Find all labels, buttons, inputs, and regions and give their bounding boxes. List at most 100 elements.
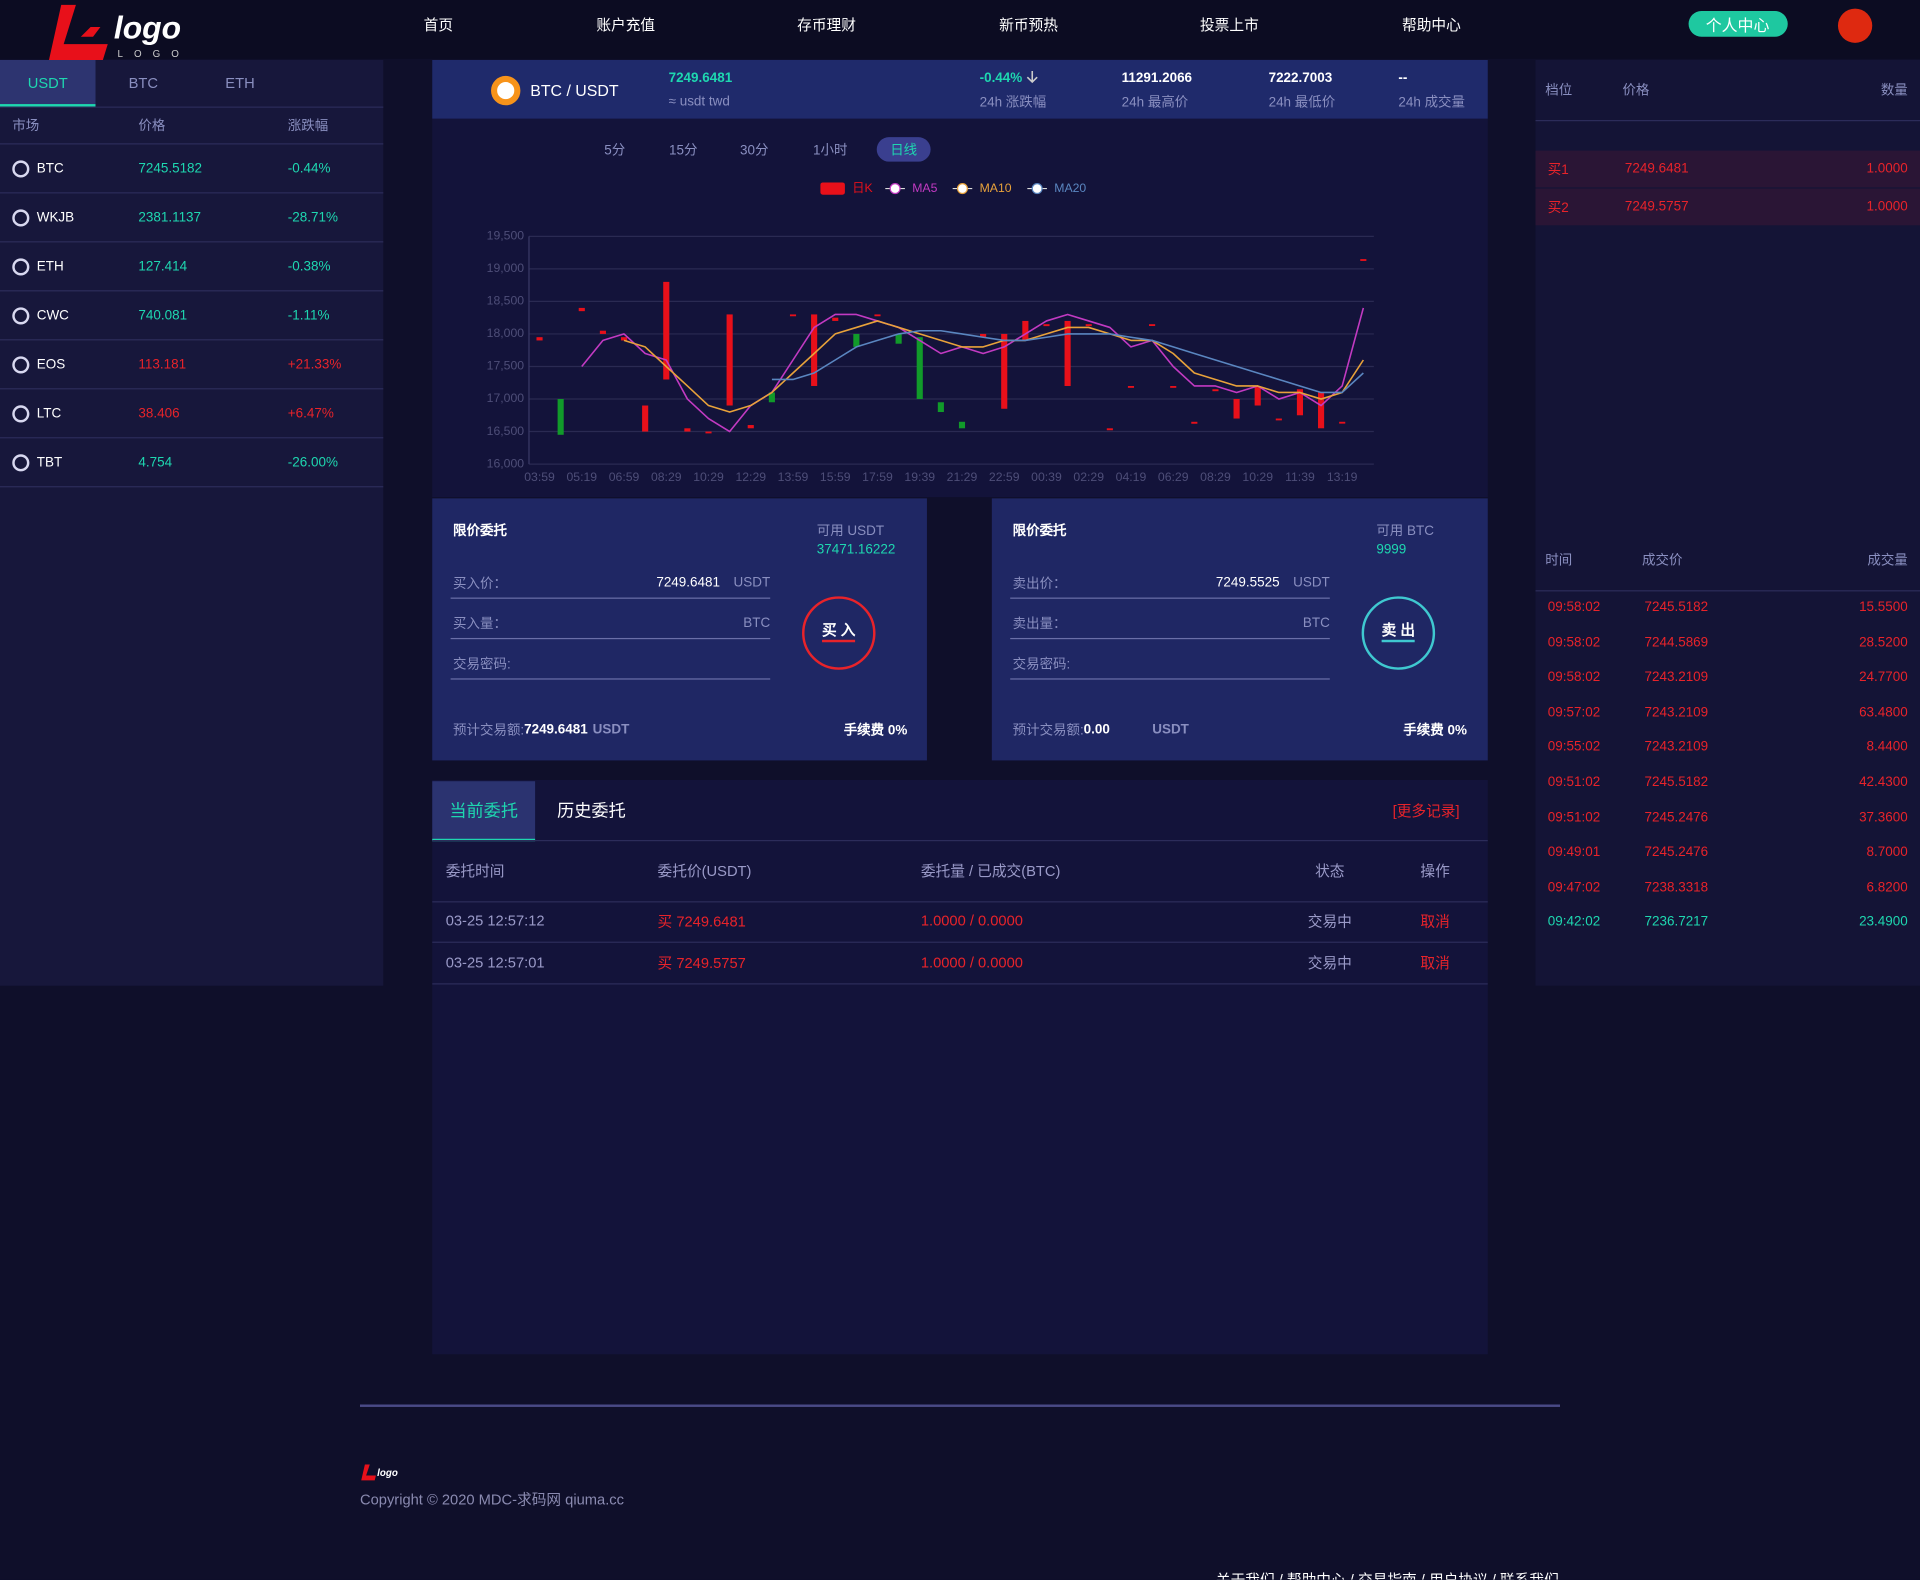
field-input[interactable] <box>450 566 771 599</box>
field-input[interactable] <box>1010 606 1330 640</box>
field-label: 卖出价： <box>1012 576 1067 592</box>
orders-tab[interactable]: 历史委托 <box>557 800 626 821</box>
trade-button-label[interactable]: 卖 出 <box>1381 619 1416 643</box>
trade-button[interactable] <box>802 596 876 670</box>
field-input[interactable] <box>450 606 771 640</box>
candle <box>1170 385 1177 388</box>
trade-button[interactable] <box>1361 596 1436 670</box>
candle <box>1191 421 1198 424</box>
fee: 手续费 0% <box>843 723 908 739</box>
order-cell: 交易中 <box>1307 912 1352 931</box>
field-label: 交易密码: <box>453 657 511 673</box>
candle <box>1296 389 1304 416</box>
field-value[interactable]: 7249.5525 <box>1215 575 1280 591</box>
coin-name[interactable]: LTC <box>36 406 62 422</box>
coin-name[interactable]: TBT <box>36 455 63 471</box>
user-button-label[interactable]: 个人中心 <box>1705 16 1770 35</box>
trade-cell: 63.4800 <box>1859 705 1908 720</box>
x-tick-label: 11:39 <box>1285 470 1315 484</box>
x-tick-label: 22:59 <box>989 470 1020 484</box>
coin-name[interactable]: BTC <box>36 161 64 177</box>
trades-header: 成交量 <box>1867 553 1908 569</box>
legend-swatch <box>820 182 845 195</box>
top-bar <box>0 0 1920 59</box>
period-tab[interactable]: 30分 <box>740 143 769 158</box>
candle <box>663 281 670 380</box>
legend-label: 日K <box>852 181 873 195</box>
coin-change: +6.47% <box>287 406 334 422</box>
candle <box>958 421 966 429</box>
period-tab[interactable]: 15分 <box>669 143 698 158</box>
footer-logo-mark <box>361 1464 376 1481</box>
candle <box>620 337 628 341</box>
candle <box>1360 259 1367 261</box>
candle <box>642 405 649 432</box>
copyright: Copyright © 2020 MDC-求码网 qiuma.cc <box>360 1490 624 1508</box>
market-tab[interactable]: USDT <box>27 74 68 92</box>
candle <box>1085 324 1092 327</box>
field-input[interactable] <box>450 647 771 680</box>
field-label: 买入量： <box>453 617 507 632</box>
trades-header: 成交价 <box>1642 553 1683 569</box>
nav-item[interactable]: 首页 <box>423 16 454 34</box>
market-tab[interactable]: ETH <box>225 74 255 92</box>
candle <box>811 314 818 386</box>
field-input[interactable] <box>1010 647 1330 680</box>
estimate-unit: USDT <box>1152 722 1189 738</box>
divider <box>432 840 1488 842</box>
period-tab[interactable]: 5分 <box>604 143 626 158</box>
ma-line <box>581 307 1365 433</box>
stat-value: -0.44% <box>979 71 1023 86</box>
ma-line <box>771 329 1364 394</box>
nav-item[interactable]: 帮助中心 <box>1402 16 1461 34</box>
coin-name[interactable]: ETH <box>36 259 64 275</box>
coin-price: 38.406 <box>138 406 180 422</box>
order-cell[interactable]: 取消 <box>1420 912 1450 931</box>
avail-label: 可用 BTC <box>1376 524 1434 539</box>
book-header: 数量 <box>1880 83 1908 98</box>
divider <box>0 143 384 145</box>
divider <box>432 941 1488 943</box>
market-header: 价格 <box>138 118 166 134</box>
field-value[interactable]: 7249.6481 <box>656 575 721 591</box>
user-button[interactable] <box>1688 11 1788 37</box>
more-link[interactable]: [更多记录] <box>1392 802 1460 820</box>
x-tick-label: 06:59 <box>609 470 640 484</box>
legend-marker <box>1031 183 1043 195</box>
period-tab[interactable]: 日线 <box>890 143 918 158</box>
divider <box>0 290 384 292</box>
nav-item[interactable]: 账户充值 <box>596 16 656 34</box>
period-tab[interactable]: 1小时 <box>812 143 848 158</box>
market-tab[interactable]: BTC <box>128 74 158 92</box>
coin-name[interactable]: WKJB <box>36 210 75 226</box>
trade-button-label[interactable]: 买 入 <box>822 619 856 643</box>
x-tick-label: 06:29 <box>1158 470 1189 484</box>
coin-price: 2381.1137 <box>138 210 202 226</box>
field-label: 卖出量： <box>1012 617 1067 632</box>
candle <box>599 330 606 334</box>
trade-cell: 8.4400 <box>1866 740 1908 755</box>
coin-change: -0.38% <box>287 259 331 275</box>
field-input[interactable] <box>1010 566 1330 599</box>
field-unit: BTC <box>1302 615 1330 631</box>
order-cell[interactable]: 取消 <box>1420 954 1450 972</box>
candle <box>853 333 860 347</box>
orders-tab[interactable]: 当前委托 <box>449 800 518 821</box>
nav-item[interactable]: 投票上市 <box>1199 16 1259 34</box>
trade-cell: 09:57:02 <box>1547 705 1601 720</box>
order-cell: 买 7249.6481 <box>657 912 746 931</box>
coin-name[interactable]: EOS <box>36 357 66 373</box>
order-cell: 1.0000 / 0.0000 <box>920 953 1023 972</box>
footer-links[interactable]: 关于我们 / 帮助中心 / 交易指南 / 用户协议 / 联系我们 <box>1216 1569 1559 1580</box>
nav-item[interactable]: 存币理财 <box>797 16 856 34</box>
coin-icon <box>12 209 30 227</box>
divider <box>0 241 384 243</box>
nav-item[interactable]: 新币预热 <box>999 16 1058 34</box>
candle <box>1064 320 1071 386</box>
x-tick-label: 10:29 <box>1242 470 1273 484</box>
y-tick-label: 16,500 <box>487 424 525 438</box>
candle <box>536 337 543 341</box>
coin-name[interactable]: CWC <box>36 308 69 324</box>
candle <box>1149 324 1156 327</box>
